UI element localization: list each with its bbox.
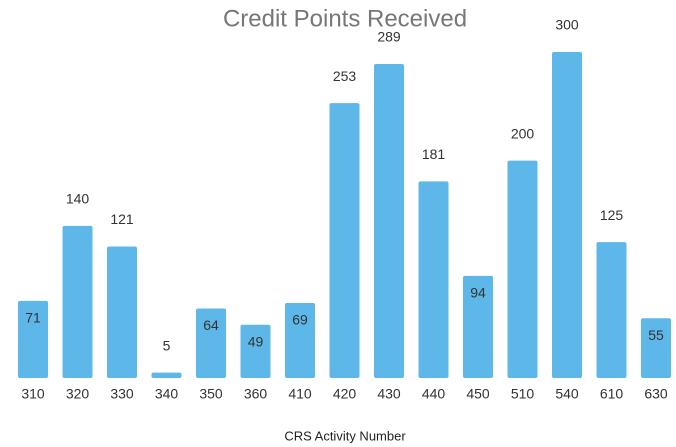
data-label: 49 (248, 333, 264, 349)
bar (552, 52, 582, 378)
x-tick-label: 330 (110, 386, 134, 402)
x-axis-label: CRS Activity Number (284, 428, 406, 443)
data-label: 71 (25, 310, 41, 326)
bar (62, 225, 93, 378)
data-label: 5 (163, 337, 171, 353)
bar (374, 63, 404, 378)
bar (107, 246, 137, 378)
x-tick-label: 430 (377, 386, 401, 402)
bar (507, 160, 538, 378)
x-tick-label: 310 (21, 386, 45, 402)
data-label: 69 (292, 312, 308, 328)
data-label: 289 (377, 29, 401, 45)
x-tick-label: 410 (288, 386, 312, 402)
x-tick-label: 360 (244, 386, 268, 402)
x-tick-label: 450 (466, 386, 490, 402)
bar (240, 324, 271, 378)
bar (463, 275, 493, 378)
bar (196, 308, 226, 378)
x-tick-label: 510 (511, 386, 535, 402)
data-label: 140 (66, 191, 90, 207)
data-label: 253 (333, 68, 357, 84)
x-tick-label: 630 (644, 386, 668, 402)
bar (329, 103, 360, 378)
bar (151, 372, 182, 378)
bar (641, 318, 671, 378)
data-label: 94 (470, 285, 486, 301)
x-tick-label: 340 (155, 386, 179, 402)
data-label: 181 (422, 146, 446, 162)
x-tick-label: 540 (555, 386, 579, 402)
bar (18, 300, 48, 378)
x-tick-label: 610 (600, 386, 624, 402)
data-label: 200 (511, 125, 535, 141)
data-label: 300 (555, 17, 579, 33)
data-label: 64 (203, 317, 219, 333)
x-tick-label: 420 (333, 386, 357, 402)
bar (418, 181, 449, 378)
x-tick-label: 350 (199, 386, 223, 402)
data-label: 125 (600, 207, 624, 223)
data-label: 121 (110, 211, 134, 227)
x-tick-label: 440 (422, 386, 446, 402)
data-label: 55 (648, 327, 664, 343)
chart-title: Credit Points Received (223, 5, 467, 32)
bar (285, 303, 315, 378)
bar (596, 242, 627, 378)
x-tick-label: 320 (66, 386, 90, 402)
